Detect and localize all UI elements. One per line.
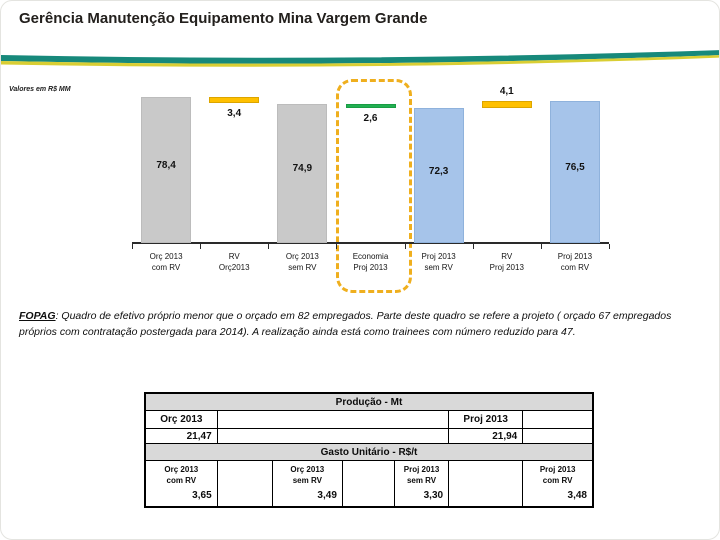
gasto-label: Proj 2013 [539,465,576,474]
gasto-cell: Proj 2013 sem RV 3,30 [393,460,450,508]
empty-cell [341,460,395,508]
gasto-value: 3,48 [567,490,587,501]
bar-value-label-proj-2013-com-rv: 76,5 [565,161,585,173]
bar-proj-2013-com-rv [549,100,600,243]
footnote-line2: próprios com contratação postergada para… [19,326,576,338]
axis-tick [540,244,542,249]
bar-rv-orc2013 [209,97,260,104]
bar-orc-2013-com-rv [141,97,192,243]
bar-proj-2013-sem-rv [413,108,464,243]
bar-economia-proj-2013 [345,103,396,109]
chart-units-note: Valores em R$ MM [9,86,71,93]
gasto-cell: Orç 2013 sem RV 3,49 [271,460,343,508]
economia-highlight-box [336,79,412,293]
category-label-orc-2013-com-rv: Orç 2013 com RV [149,252,183,272]
producao-col2-header: Proj 2013 [448,410,524,429]
x-axis-line [132,242,609,244]
empty-cell [216,410,450,429]
bar-rv-proj-2013 [481,100,532,109]
footnote-term: FOPAG [19,310,56,322]
gasto-label: com RV [166,476,197,485]
gasto-value: 3,49 [317,490,337,501]
axis-tick [132,244,133,249]
table-section-producao: Produção - Mt [144,392,594,411]
empty-cell [522,428,594,444]
axis-tick [200,244,202,249]
producao-col2-value: 21,94 [448,428,524,444]
empty-cell [522,410,594,429]
category-label-proj-2013-com-rv: Proj 2013 com RV [557,252,593,272]
table-row: Orç 2013 Proj 2013 [144,410,594,429]
gasto-value: 3,30 [423,490,444,501]
bar-value-label-rv-orc2013: 3,4 [227,108,242,120]
bar-value-label-rv-proj-2013: 4,1 [499,85,514,97]
table-row: 21,47 21,94 [144,428,594,444]
category-label-rv-orc2013: RV Orç2013 [218,252,250,272]
empty-cell [216,428,450,444]
bar-value-label-orc-2013-sem-rv: 74,9 [292,163,313,175]
category-label-rv-proj-2013: RV Proj 2013 [489,252,524,272]
gasto-label: sem RV [292,476,322,485]
axis-tick [404,244,406,249]
gasto-label: com RV [542,476,573,485]
header-divider-swoosh [1,50,719,67]
gasto-label: Proj 2013 [403,465,440,474]
empty-cell [448,460,524,508]
axis-tick [609,244,610,249]
producao-col1-value: 21,47 [144,428,218,444]
gasto-value: 3,65 [192,490,212,501]
empty-cell [216,460,273,508]
gasto-cell: Orç 2013 com RV 3,65 [144,460,218,508]
gasto-cell: Proj 2013 com RV 3,48 [522,460,594,508]
producao-col1-header: Orç 2013 [144,410,218,429]
bar-value-label-proj-2013-sem-rv: 72,3 [428,165,449,177]
table-row: Produção - Mt [144,392,594,411]
footnote: FOPAG: Quadro de efetivo próprio menor q… [19,308,713,340]
page-title: Gerência Manutenção Equipamento Mina Var… [19,10,428,27]
category-label-economia-proj-2013: Economia Proj 2013 [352,252,389,272]
axis-tick [472,244,474,249]
bar-value-label-orc-2013-com-rv: 78,4 [156,160,176,172]
gasto-label: Orç 2013 [164,465,199,474]
gasto-label: Orç 2013 [290,465,325,474]
table-section-gasto: Gasto Unitário - R$/t [144,443,594,461]
bar-orc-2013-sem-rv [277,103,328,243]
table-row: Orç 2013 com RV 3,65 Orç 2013 sem RV 3,4… [144,460,594,508]
axis-tick [336,244,338,249]
footnote-line1: : Quadro de efetivo próprio menor que o … [55,310,672,322]
bar-value-label-economia-proj-2013: 2,6 [363,113,378,125]
axis-tick [268,244,270,249]
category-label-proj-2013-sem-rv: Proj 2013 sem RV [421,252,456,272]
table-row: Gasto Unitário - R$/t [144,443,594,461]
category-label-orc-2013-sem-rv: Orç 2013 sem RV [285,252,319,272]
gasto-label: sem RV [406,476,437,485]
data-table: Produção - Mt Orç 2013 Proj 2013 21,47 2… [144,392,594,508]
